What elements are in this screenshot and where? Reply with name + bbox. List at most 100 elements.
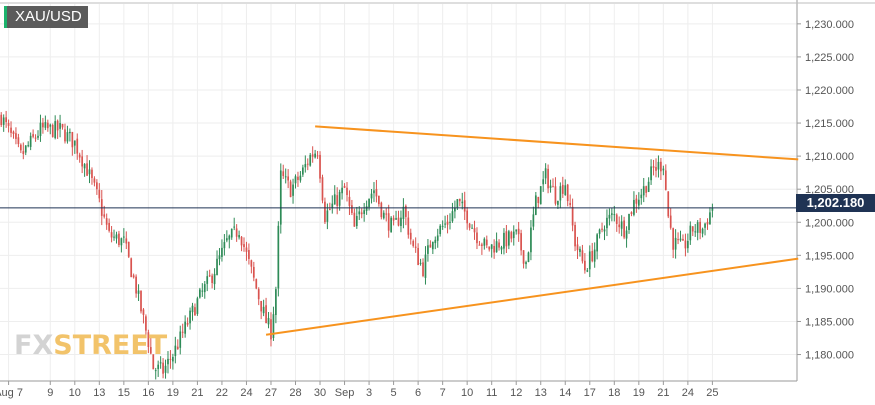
candle-body (250, 260, 253, 267)
candle-body (696, 222, 699, 233)
candle-body (441, 225, 444, 227)
candle-body (115, 234, 118, 239)
symbol-label: XAU/USD (4, 6, 88, 28)
x-tick-label: 12 (510, 387, 522, 399)
candle-body (233, 226, 236, 228)
candle-body (520, 233, 522, 251)
candle-body (554, 186, 557, 204)
candle-body (157, 364, 160, 370)
candle-body (422, 262, 424, 277)
candle-body (677, 239, 679, 241)
candle-body (287, 176, 290, 181)
candle-body (667, 191, 670, 217)
candle-body (64, 129, 66, 142)
candle-body (174, 345, 177, 357)
candle-body (333, 194, 336, 205)
candle-body (316, 155, 319, 157)
candle-body (637, 199, 640, 206)
candle-body (73, 140, 76, 146)
x-tick-label: 19 (633, 387, 645, 399)
candle-body (402, 206, 405, 220)
candle-body (378, 195, 380, 205)
candle-body (431, 241, 434, 250)
candle-body (355, 216, 358, 227)
candle-body (564, 185, 567, 196)
candle-body (61, 123, 64, 128)
y-tick-label: 1,210.000 (805, 151, 854, 163)
candle-body (29, 135, 32, 147)
candle-body (34, 137, 37, 139)
candle-body (358, 211, 361, 215)
candle-body (687, 240, 689, 249)
candle-body (547, 168, 549, 189)
y-tick-label: 1,190.000 (805, 283, 854, 295)
candle-body (603, 229, 606, 232)
candle-body (412, 240, 415, 246)
candle-body (142, 309, 145, 315)
x-tick-label: 21 (657, 387, 669, 399)
candle-body (223, 242, 226, 249)
current-price-badge: 1,202.180 (796, 194, 875, 212)
x-tick-label: 6 (415, 387, 421, 399)
candle-body (382, 212, 385, 219)
candle-body (613, 214, 616, 216)
candle-body (122, 236, 125, 238)
candle-body (505, 231, 508, 247)
y-tick-label: 1,185.000 (805, 316, 854, 328)
candle-body (615, 214, 618, 224)
candle-body (679, 238, 682, 241)
candle-body (196, 298, 199, 314)
candle-body (608, 214, 611, 219)
x-tick-label: 18 (608, 387, 620, 399)
candle-body (218, 255, 221, 260)
candle-body (385, 213, 388, 215)
candle-body (294, 176, 297, 184)
candle-body (37, 135, 39, 138)
candle-body (542, 179, 545, 185)
candle-body (549, 185, 552, 188)
candle-body (544, 168, 547, 179)
candle-body (186, 322, 189, 325)
candle-body (704, 223, 706, 228)
x-tick-label: 13 (535, 387, 547, 399)
candle-body (351, 205, 353, 214)
candle-body (650, 166, 652, 181)
candle-body (672, 228, 675, 250)
candle-body (181, 331, 184, 333)
candle-body (414, 246, 417, 248)
candle-body (655, 167, 657, 171)
candle-body (610, 213, 613, 215)
candle-body (596, 234, 598, 252)
candle-body (5, 117, 7, 122)
candle-body (684, 240, 687, 249)
candle-body (500, 247, 503, 250)
candle-body (199, 289, 201, 298)
candle-body (230, 228, 233, 238)
candle-body (645, 186, 648, 193)
candle-body (647, 181, 650, 192)
trendline-lower (265, 257, 799, 336)
candle-body (240, 236, 243, 246)
candle-body (83, 164, 86, 169)
candle-body (88, 169, 91, 175)
candle-body (390, 217, 393, 233)
x-tick-label: 9 (47, 387, 53, 399)
x-tick-label: 22 (216, 387, 228, 399)
candle-body (176, 346, 179, 349)
y-axis-labels: 1,180.000 1,185.000 1,190.000 1,195.000 1,20… (805, 19, 854, 362)
candle-body (664, 170, 667, 190)
candle-body (635, 198, 638, 204)
candle-body (495, 241, 498, 253)
candle-body (191, 305, 194, 313)
candle-body (309, 154, 312, 166)
candle-body (86, 163, 88, 176)
candle-body (59, 123, 61, 129)
candle-body (574, 225, 576, 247)
candle-body (306, 163, 309, 165)
candle-body (628, 214, 630, 230)
candle-body (375, 189, 378, 197)
candle-body (510, 232, 513, 239)
candle-body (380, 202, 383, 218)
candle-body (512, 231, 515, 239)
